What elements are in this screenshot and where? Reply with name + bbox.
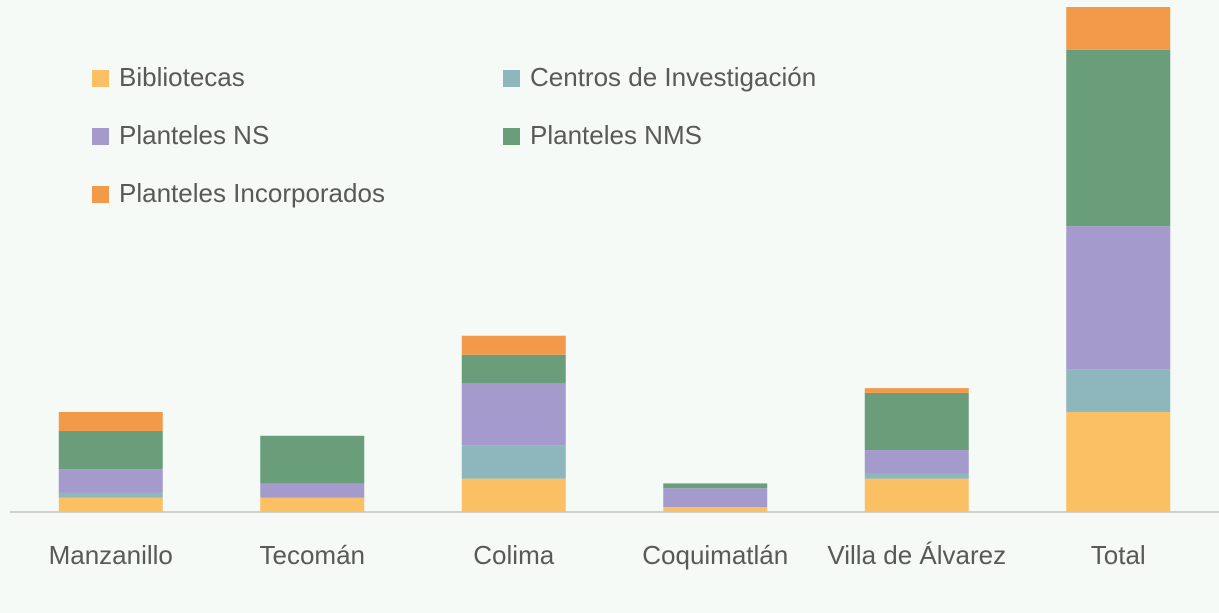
bar-segment	[461, 445, 566, 479]
bar-segment	[663, 483, 768, 489]
legend-swatch	[92, 186, 109, 203]
x-tick-label: Tecomán	[259, 540, 366, 570]
x-tick-label: Colima	[473, 540, 555, 570]
legend-label: Bibliotecas	[119, 62, 245, 92]
legend-swatch	[92, 70, 109, 87]
bar-segment	[864, 450, 969, 474]
legend-label: Planteles NS	[119, 120, 269, 150]
bar-segment	[260, 483, 365, 498]
bar-segment	[461, 383, 566, 446]
x-tick-label: Coquimatlán	[642, 540, 789, 570]
legend-swatch	[503, 128, 520, 145]
legend-label: Centros de Investigación	[530, 62, 816, 92]
x-tick-label: Manzanillo	[48, 540, 173, 570]
bar-segment	[663, 488, 768, 508]
bar-segment	[58, 469, 163, 493]
legend-label: Planteles NMS	[530, 120, 702, 150]
bar-segment	[864, 388, 969, 393]
bar-segment	[1066, 226, 1171, 370]
bar-segment	[58, 497, 163, 512]
bar-segment	[1066, 369, 1171, 412]
bar-segment	[461, 354, 566, 384]
x-tick-label: Villa de Álvarez	[827, 540, 1007, 570]
bar-segment	[260, 435, 365, 484]
bar-segment	[864, 473, 969, 479]
bar-segment	[1066, 49, 1171, 227]
legend-swatch	[92, 128, 109, 145]
bar-segment	[260, 497, 365, 512]
bar-segment	[58, 431, 163, 470]
legend-swatch	[503, 70, 520, 87]
bar-segment	[58, 411, 163, 432]
bar-segment	[58, 492, 163, 498]
bar-segment	[1066, 7, 1171, 50]
bar-segment	[663, 507, 768, 512]
bar-segment	[1066, 411, 1171, 512]
bar-segment	[461, 478, 566, 512]
bar-segment	[461, 335, 566, 355]
bar-segment	[864, 392, 969, 451]
bar-segment	[864, 478, 969, 512]
x-tick-label: Total	[1090, 540, 1146, 570]
legend-label: Planteles Incorporados	[119, 178, 385, 208]
